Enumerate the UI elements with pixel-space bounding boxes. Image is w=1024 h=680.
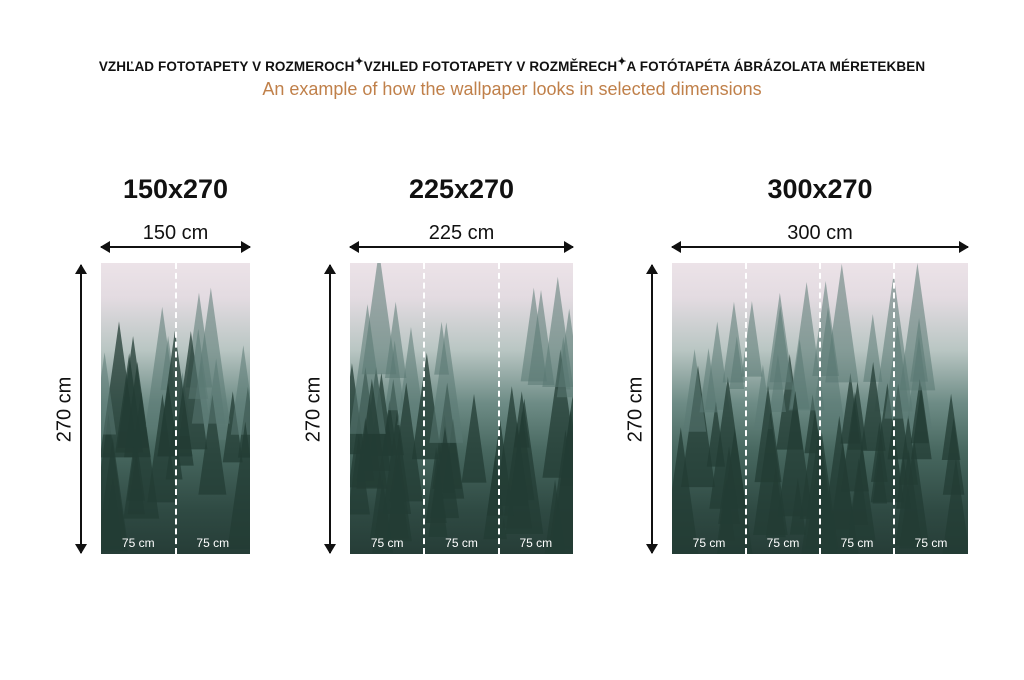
tree-shape (198, 394, 227, 495)
heading-sk: VZHĽAD FOTOTAPETY V ROZMEROCH (98, 59, 355, 74)
heading-hu: A FOTÓTAPÉTA ÁBRÁZOLATA MÉRETEKBEN (626, 59, 926, 74)
sparkle-icon: ✦ (617, 56, 627, 68)
tree-shape (825, 263, 859, 383)
tree-shape (123, 391, 160, 519)
strip-width-label: 75 cm (370, 536, 404, 550)
tree-shape (230, 345, 250, 435)
height-label: 270 cm (53, 376, 76, 443)
multilingual-heading: VZHĽAD FOTOTAPETY V ROZMEROCH✦VZHLED FOT… (0, 56, 1024, 74)
tree-shape (389, 382, 423, 502)
tree-shape (766, 292, 794, 390)
wallpaper-preview: 75 cm 75 cm 75 cm 75 cm (672, 263, 968, 554)
strip-seam (893, 263, 895, 554)
tree-shape (461, 393, 487, 483)
strip-width-label: 75 cm (445, 536, 478, 550)
tree-shape (804, 394, 821, 454)
tree-shape (227, 421, 250, 550)
tree-shape (102, 477, 123, 549)
tree-shape (483, 455, 507, 540)
tree-shape (548, 429, 573, 554)
height-label: 270 cm (302, 376, 325, 443)
tree-shape (706, 401, 726, 467)
tree-shape (672, 427, 699, 554)
tree-shape (849, 458, 869, 525)
strip-width-label: 75 cm (914, 536, 948, 550)
tree-shape (910, 385, 932, 460)
height-arrow (75, 264, 87, 554)
strip-seam (745, 263, 747, 554)
variant-title: 150x270 (122, 174, 229, 204)
tree-shape (372, 479, 394, 553)
strip-width-label: 75 cm (840, 536, 874, 550)
tree-shape (805, 432, 839, 549)
tree-shape (709, 376, 747, 509)
width-label: 300 cm (787, 222, 853, 244)
width-arrow (100, 241, 251, 253)
tree-shape (429, 322, 464, 443)
tree-shape (754, 385, 782, 483)
tree-shape (896, 455, 911, 509)
tree-shape (718, 446, 740, 524)
height-arrow (324, 264, 336, 554)
tree-shape (157, 382, 179, 457)
height-label: 270 cm (624, 376, 647, 443)
strip-width-label: 75 cm (766, 536, 800, 550)
width-arrow (671, 241, 969, 253)
tree-shape (191, 287, 230, 424)
tree-shape (872, 451, 888, 504)
tree-shape (777, 390, 813, 517)
tree-shape (101, 352, 117, 435)
strip-width-label: 75 cm (692, 536, 726, 550)
width-arrow (349, 241, 574, 253)
variant-title: 225x270 (408, 174, 515, 204)
tree-shape (425, 447, 447, 524)
tree-shape (117, 336, 149, 448)
height-arrow (646, 264, 658, 554)
wallpaper-preview: 75 cm 75 cm (101, 263, 250, 554)
tree-shape (722, 301, 746, 383)
tree-shape (356, 417, 375, 482)
width-label: 225 cm (428, 222, 495, 244)
subtitle: An example of how the wallpaper looks in… (262, 79, 762, 99)
strip-seam (423, 263, 426, 554)
tree-shape (435, 425, 455, 493)
strip-width-label: 75 cm (121, 536, 155, 550)
strip-width-label: 75 cm (519, 536, 553, 550)
wallpaper-preview: 75 cm 75 cm 75 cm (350, 263, 573, 554)
strip-seam (819, 263, 821, 554)
strip-width-label: 75 cm (196, 536, 230, 550)
tree-shape (899, 440, 930, 549)
forest-image (350, 263, 573, 554)
heading-cz: VZHLED FOTOTAPETY V ROZMĚRECH (363, 59, 618, 74)
tree-shape (860, 361, 886, 451)
tree-shape (699, 348, 718, 413)
tree-shape (942, 457, 968, 554)
tree-shape (361, 263, 397, 375)
strip-seam (174, 263, 177, 554)
strip-seam (497, 263, 500, 554)
variant-title: 300x270 (767, 174, 873, 204)
sparkle-icon: ✦ (354, 56, 364, 68)
tree-shape (765, 465, 786, 538)
tree-shape (884, 325, 911, 419)
tree-shape (942, 417, 965, 495)
tree-shape (789, 338, 810, 409)
tree-shape (863, 313, 883, 382)
tree-shape (556, 308, 573, 398)
tree-shape (899, 263, 936, 391)
forest-image (101, 287, 250, 552)
width-label: 150 cm (142, 222, 209, 244)
tree-shape (887, 383, 909, 460)
tree-shape (841, 391, 869, 492)
